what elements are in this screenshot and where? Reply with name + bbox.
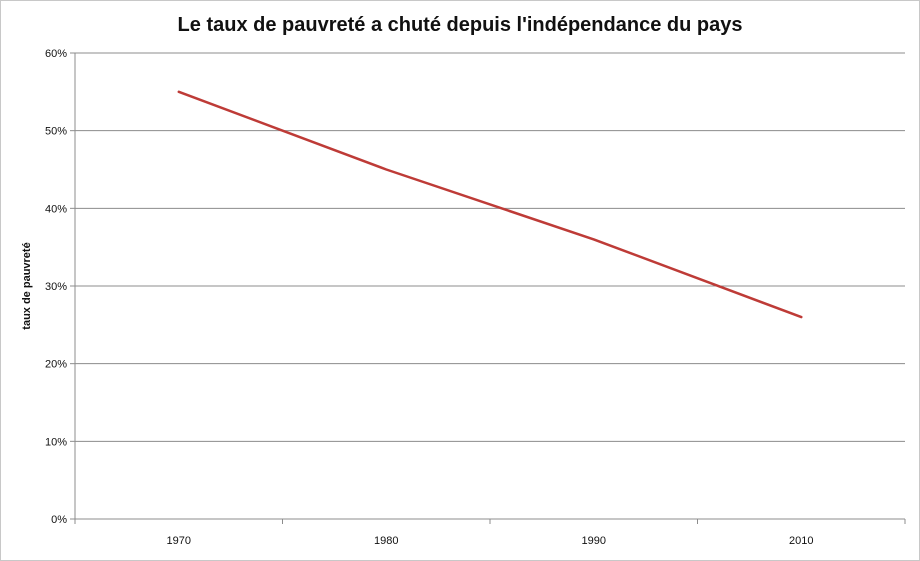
y-tick-label: 30% [45,281,67,293]
chart-title: Le taux de pauvreté a chuté depuis l'ind… [177,14,743,36]
x-tick-label: 1970 [167,535,191,547]
y-tick-label: 40% [45,203,67,215]
x-tick-label: 1980 [374,535,398,547]
y-tick-label: 50% [45,126,67,138]
y-tick-label: 20% [45,359,67,371]
y-tick-label: 0% [51,514,67,526]
x-tick-label: 1990 [582,535,606,547]
y-tick-label: 10% [45,436,67,448]
series-line [177,90,803,319]
x-tick-label: 2010 [789,535,813,547]
y-tick-label: 60% [45,48,67,60]
